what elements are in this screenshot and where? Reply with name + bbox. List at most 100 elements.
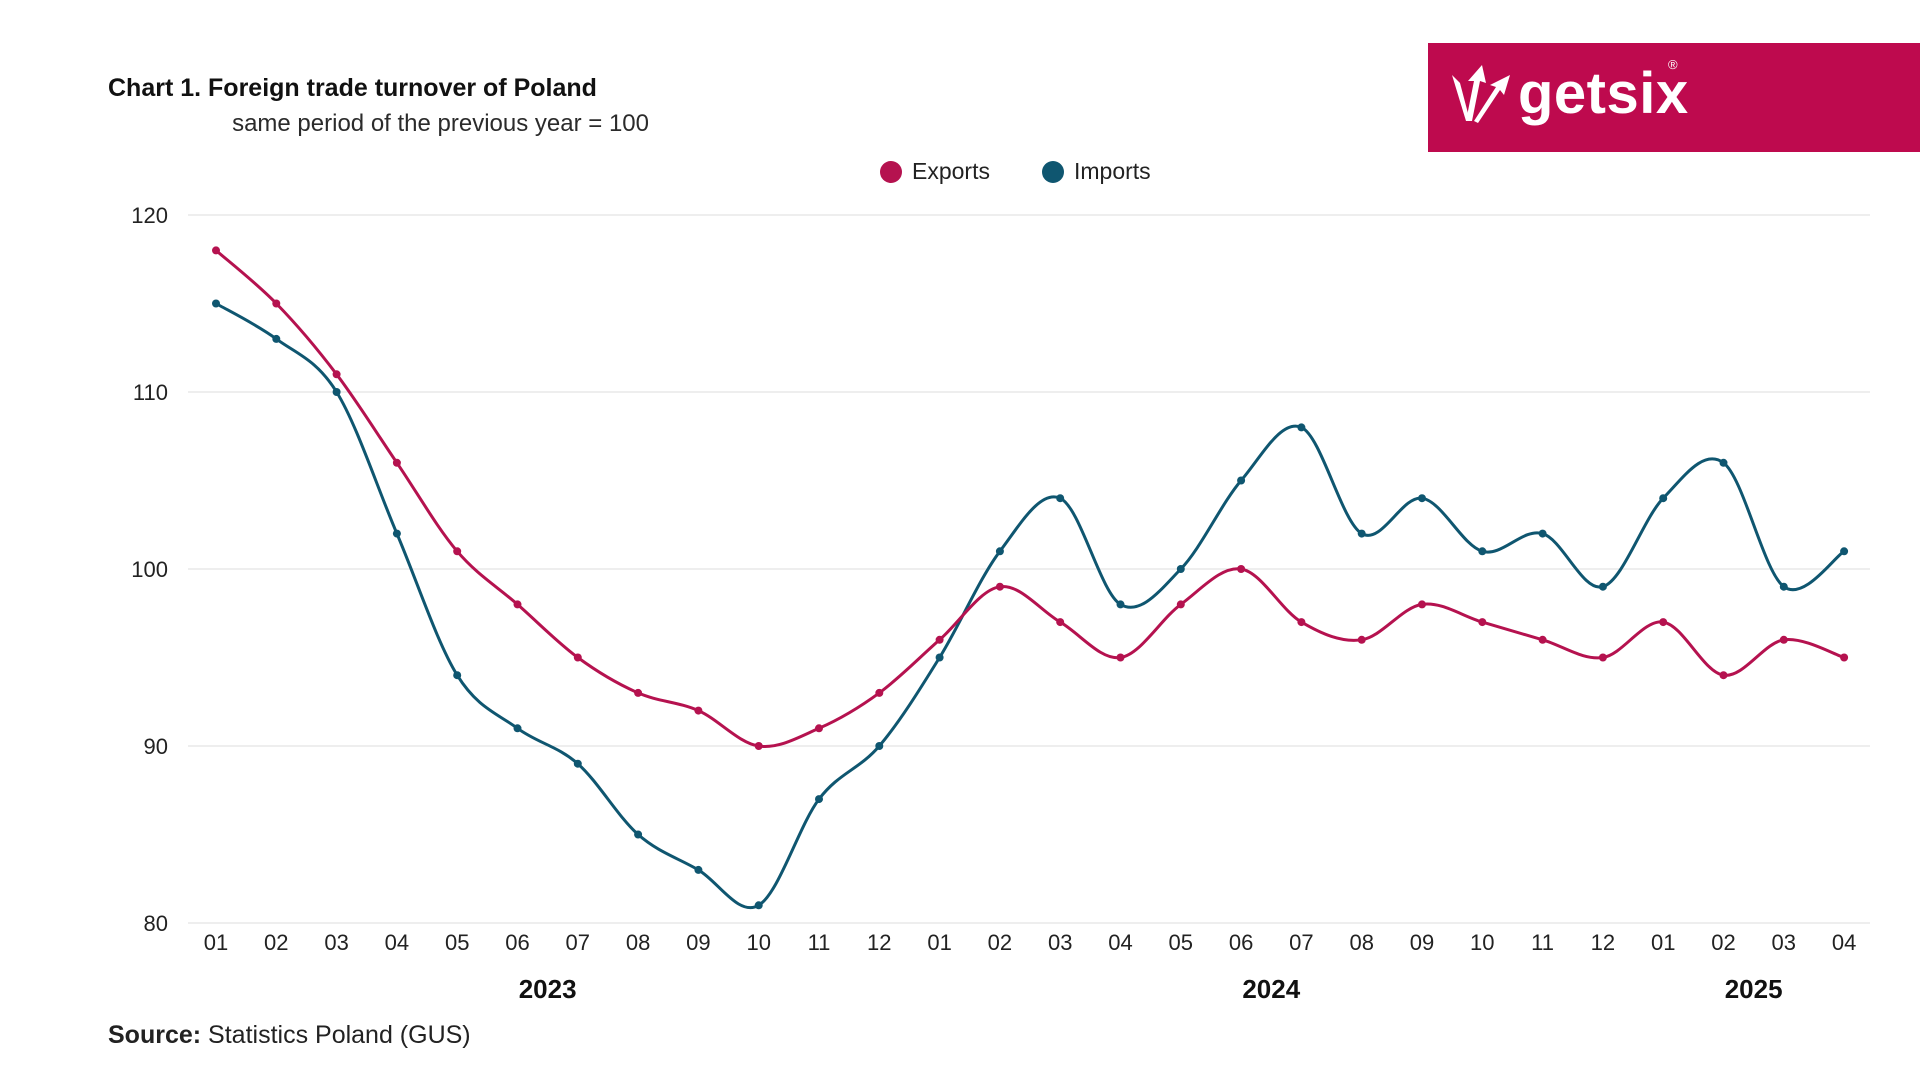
data-point-exports	[573, 653, 582, 662]
legend: Exports Imports	[880, 158, 1151, 184]
x-tick-label: 12	[867, 930, 891, 955]
legend-label-imports: Imports	[1074, 158, 1151, 184]
source-label: Source:	[108, 1021, 202, 1049]
data-point-exports	[1598, 653, 1607, 662]
data-point-exports	[1056, 618, 1065, 627]
y-tick-label: 110	[133, 380, 168, 405]
x-tick-label: 08	[1349, 930, 1373, 955]
data-point-imports	[995, 547, 1004, 556]
y-tick-label: 90	[144, 734, 168, 759]
legend-label-exports: Exports	[912, 158, 990, 184]
getsix-logo-icon	[1452, 65, 1510, 123]
data-point-exports	[995, 582, 1004, 591]
data-point-exports	[1297, 618, 1306, 627]
registered-mark: ®	[1668, 57, 1678, 72]
series-group	[212, 246, 1849, 910]
x-tick-label: 04	[1108, 930, 1132, 955]
data-point-exports	[1478, 618, 1487, 627]
x-tick-label: 10	[746, 930, 770, 955]
data-point-exports	[815, 724, 823, 733]
x-tick-label: 02	[264, 930, 288, 955]
data-point-exports	[1779, 635, 1788, 644]
data-point-imports	[754, 901, 763, 910]
x-tick-label: 06	[1229, 930, 1253, 955]
series-line-imports	[215, 302, 1845, 909]
data-point-imports	[212, 299, 220, 308]
data-point-imports	[815, 795, 823, 804]
x-tick-label: 01	[927, 930, 951, 955]
data-point-exports	[212, 246, 220, 255]
year-label-2024: 2024	[1242, 974, 1300, 1004]
data-point-exports	[332, 370, 341, 379]
data-point-exports	[935, 635, 944, 644]
y-tick-label: 80	[144, 911, 168, 936]
y-tick-label: 100	[131, 557, 168, 582]
data-point-exports	[1237, 565, 1246, 573]
x-tick-label: 10	[1470, 930, 1494, 955]
x-tick-label: 07	[566, 930, 590, 955]
y-tick-label: 120	[131, 203, 168, 228]
source-text: Statistics Poland (GUS)	[208, 1021, 471, 1049]
brand-banner: getsix ®	[1428, 43, 1920, 152]
x-tick-label: 07	[1289, 930, 1313, 955]
data-point-imports	[513, 724, 522, 733]
data-point-imports	[453, 671, 462, 680]
data-point-imports	[694, 865, 703, 874]
data-point-imports	[1598, 582, 1607, 591]
x-tick-label: 05	[445, 930, 469, 955]
data-point-exports	[272, 299, 281, 308]
data-point-imports	[1116, 600, 1125, 609]
series-line-exports	[215, 249, 1845, 748]
x-tick-label: 11	[1531, 930, 1554, 955]
data-point-imports	[392, 529, 401, 538]
data-point-imports	[1237, 476, 1246, 485]
data-point-exports	[392, 458, 401, 467]
x-tick-label: 11	[808, 930, 831, 955]
x-tick-label: 03	[1048, 930, 1072, 955]
data-point-imports	[1176, 565, 1185, 573]
data-point-exports	[1357, 635, 1366, 644]
data-point-exports	[694, 706, 703, 715]
y-axis-ticks: 80 90 100 110 120	[131, 203, 168, 936]
x-tick-label: 03	[324, 930, 348, 955]
data-point-imports	[1840, 547, 1849, 556]
x-tick-label: 08	[626, 930, 650, 955]
data-point-exports	[875, 688, 884, 697]
year-label-2023: 2023	[519, 974, 577, 1004]
x-tick-label: 01	[1651, 930, 1675, 955]
data-point-exports	[1116, 653, 1125, 662]
x-axis-ticks: 01 02 03 04 05 06 07 08 09 10 11 12 01 02 03 04 05 06 07 08…	[204, 930, 1857, 955]
data-point-exports	[1176, 600, 1185, 609]
x-tick-label: 12	[1591, 930, 1615, 955]
x-tick-label: 02	[988, 930, 1012, 955]
data-point-imports	[1056, 494, 1065, 503]
x-tick-label: 03	[1772, 930, 1796, 955]
legend-marker-exports	[880, 161, 902, 183]
data-point-exports	[1840, 653, 1849, 662]
data-point-imports	[573, 759, 582, 768]
data-point-imports	[634, 830, 643, 839]
brand-name: getsix	[1518, 61, 1689, 126]
data-point-exports	[1659, 618, 1668, 627]
chart-title: Chart 1. Foreign trade turnover of Polan…	[108, 74, 597, 102]
data-point-imports	[1538, 529, 1547, 538]
data-point-exports	[634, 688, 643, 697]
chart-subtitle: same period of the previous year = 100	[232, 110, 649, 137]
data-point-imports	[272, 334, 281, 343]
data-point-exports	[513, 600, 522, 609]
data-point-exports	[1538, 635, 1547, 644]
data-point-imports	[875, 742, 884, 750]
data-point-imports	[935, 653, 944, 662]
x-tick-label: 02	[1711, 930, 1735, 955]
data-point-exports	[453, 547, 462, 556]
year-labels: 2023 2024 2025	[519, 974, 1783, 1004]
data-point-imports	[1418, 494, 1426, 503]
data-point-imports	[1719, 458, 1728, 467]
data-point-exports	[754, 742, 763, 750]
data-point-imports	[1659, 494, 1668, 503]
x-tick-label: 09	[1410, 930, 1434, 955]
data-point-imports	[332, 388, 341, 396]
data-point-imports	[1297, 423, 1306, 432]
data-point-exports	[1418, 600, 1426, 609]
